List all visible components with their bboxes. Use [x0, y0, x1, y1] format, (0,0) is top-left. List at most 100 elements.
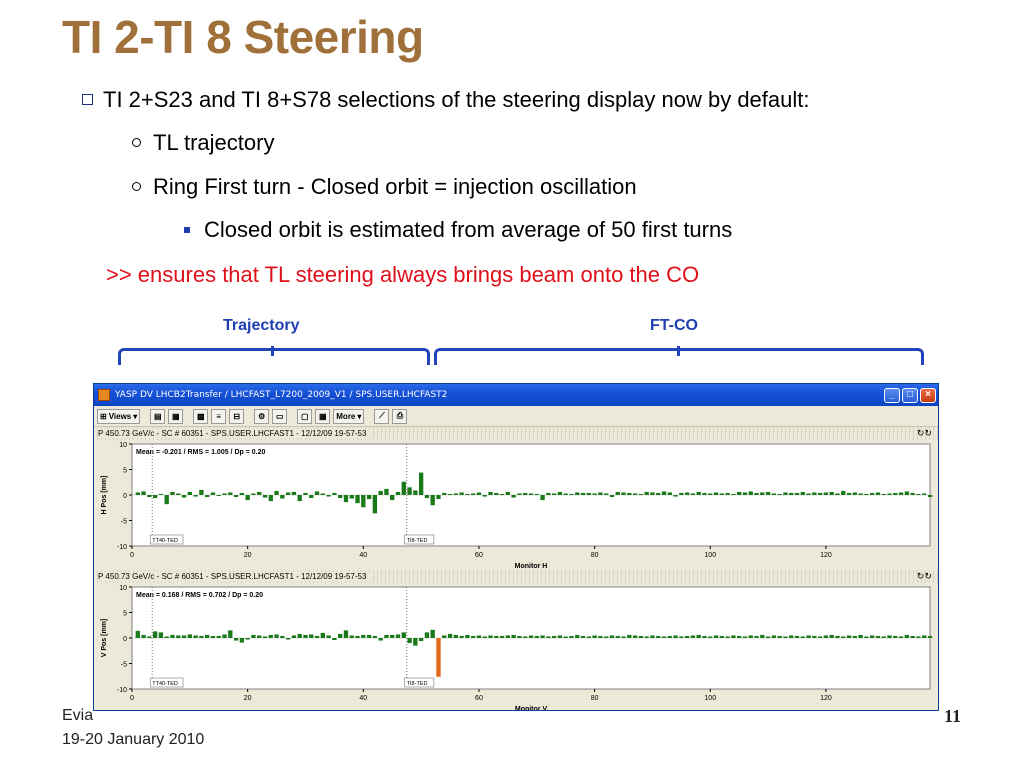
data-bar [684, 492, 690, 495]
data-bar [557, 635, 563, 638]
data-bar [297, 633, 302, 638]
data-bar [291, 491, 297, 495]
data-bar [187, 491, 192, 495]
data-bar [586, 636, 591, 638]
square-bullet-icon [184, 227, 190, 233]
data-bar [870, 492, 875, 495]
chart-icon[interactable]: ⟋ [374, 408, 390, 424]
panel-icon[interactable]: ▢ [297, 408, 313, 424]
data-bar [222, 634, 227, 638]
settings-icon[interactable]: ⚙ [254, 408, 270, 424]
print-icon[interactable]: ⎙ [392, 408, 408, 424]
refresh-icon[interactable]: ↻↻ [916, 428, 932, 438]
data-bar [193, 495, 198, 497]
data-bar [158, 493, 164, 495]
data-bar [898, 636, 904, 638]
views-button[interactable]: ⊞ Views ▾ [97, 408, 141, 424]
data-bar [580, 635, 586, 638]
refresh-icon[interactable]: ↻↻ [916, 571, 932, 581]
data-bar [875, 635, 881, 638]
data-bar [170, 634, 175, 638]
data-bar [158, 632, 164, 638]
square-bullet-icon [82, 94, 93, 105]
data-bar [338, 633, 343, 638]
more-label: More [336, 411, 356, 421]
toolbar-separator [367, 409, 371, 424]
data-bar [731, 635, 736, 638]
marker-label: TT40-TED [152, 681, 178, 687]
data-bar [609, 495, 615, 498]
data-bar [407, 638, 412, 644]
data-bar [199, 489, 204, 495]
data-bar [147, 636, 152, 638]
data-bar [239, 492, 245, 495]
data-bar [228, 630, 233, 638]
minimize-icon[interactable]: _ [884, 387, 900, 403]
y-tick-label: 0 [123, 636, 127, 643]
data-bar [436, 638, 441, 677]
x-tick-label: 60 [475, 695, 483, 702]
data-bar [413, 638, 418, 646]
data-bar [794, 635, 800, 638]
x-tick-label: 20 [244, 552, 252, 559]
y-tick-label: -5 [121, 519, 127, 526]
circle-bullet-icon [132, 182, 141, 191]
data-bar [673, 635, 678, 638]
data-bar [465, 493, 470, 495]
data-bar [239, 638, 245, 643]
yasp-window: YASP DV LHCB2Transfer / LHCFAST_L7200_20… [93, 383, 939, 711]
data-bar [615, 635, 620, 638]
bullet-text: TI 2+S23 and TI 8+S78 selections of the … [103, 87, 810, 112]
data-bar [268, 495, 273, 502]
single-view-icon[interactable]: ▤ [150, 408, 166, 424]
data-bar [592, 635, 597, 638]
data-bar [407, 487, 412, 495]
window-titlebar[interactable]: YASP DV LHCB2Transfer / LHCFAST_L7200_20… [94, 384, 938, 406]
data-bar [829, 634, 834, 638]
bullet-text: Ring First turn - Closed orbit = injecti… [153, 174, 637, 199]
grid-view-icon[interactable]: ▩ [193, 408, 209, 424]
data-bar [858, 634, 863, 638]
data-bar [898, 492, 904, 495]
table-icon[interactable]: ▦ [315, 408, 331, 424]
panel-header-h: P 450.73 GeV/c - SC # 60351 - SPS.USER.L… [94, 427, 938, 440]
data-bar [823, 492, 829, 495]
data-bar [875, 492, 881, 495]
data-bar [413, 490, 418, 495]
data-bar [754, 492, 759, 495]
data-bar [667, 635, 672, 638]
data-bar [314, 635, 320, 638]
data-bar [540, 495, 545, 501]
data-bar [534, 493, 539, 495]
data-bar [632, 635, 638, 638]
views-label: Views [108, 411, 132, 421]
data-bar [604, 636, 609, 638]
data-bar [563, 493, 568, 495]
data-bar [927, 495, 933, 498]
close-icon[interactable]: × [920, 387, 936, 403]
data-bar [251, 493, 256, 495]
more-button[interactable]: More ▾ [333, 408, 365, 424]
data-bar [471, 493, 476, 495]
document-icon[interactable]: ▭ [272, 408, 288, 424]
list-view-icon[interactable]: ≡ [211, 408, 227, 424]
data-bar [922, 493, 927, 495]
table-view-icon[interactable]: ⊟ [229, 408, 245, 424]
data-bar [314, 491, 320, 495]
data-bar [696, 634, 701, 638]
data-bar [627, 634, 632, 638]
split-view-icon[interactable]: ▦ [168, 408, 184, 424]
data-bar [783, 636, 788, 638]
data-bar [436, 495, 441, 500]
y-tick-label: 10 [119, 442, 127, 449]
data-bar [401, 632, 406, 638]
bullet-level3: Closed orbit is estimated from average o… [184, 217, 732, 243]
data-bar [482, 495, 487, 497]
data-bar [430, 629, 435, 638]
data-bar [656, 635, 661, 638]
data-bar [661, 636, 667, 638]
data-bar [569, 635, 574, 638]
data-bar [690, 635, 696, 638]
ftco-brace-tick [677, 346, 680, 356]
maximize-icon[interactable]: □ [902, 387, 918, 403]
